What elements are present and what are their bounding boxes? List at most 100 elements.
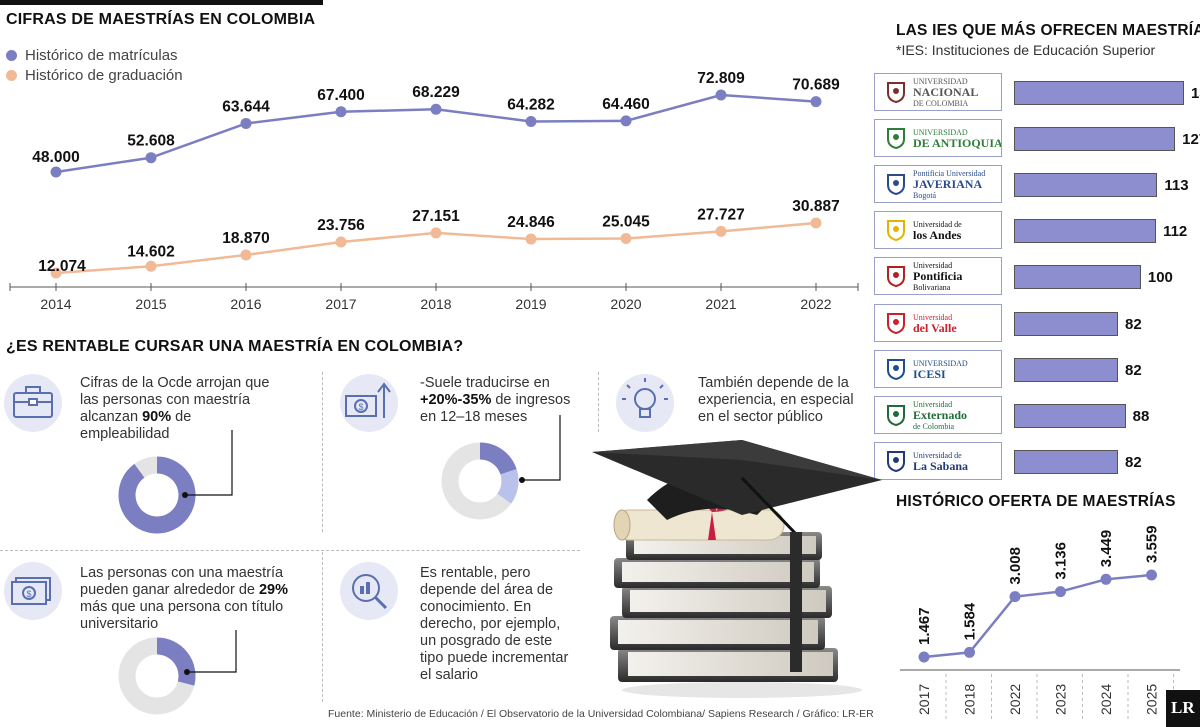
money-growth-icon: $	[340, 374, 398, 432]
rentable-text-4: Las personas con una maestría pueden gan…	[80, 565, 289, 632]
svg-text:$: $	[26, 589, 31, 599]
university-crest-icon	[887, 174, 905, 195]
data-label: 30.887	[792, 198, 839, 215]
data-point	[430, 103, 442, 115]
university-crest-icon	[887, 220, 905, 241]
data-point	[715, 225, 727, 237]
logo-line-1: Universidad de	[913, 451, 962, 460]
university-crest-icon	[887, 266, 905, 287]
data-label: 70.689	[792, 77, 840, 94]
x-tick-label: 2014	[40, 296, 71, 312]
graduation-cap	[592, 440, 882, 672]
data-point	[335, 106, 347, 118]
offer-data-label: 3.008	[1007, 547, 1024, 585]
logo-line-3: Bolivariana	[913, 282, 951, 292]
university-crest-icon	[887, 405, 905, 426]
rentable-text-1: Cifras de la Ocde arrojan que las person…	[80, 375, 270, 442]
offer-data-label: 1.467	[916, 607, 933, 645]
data-label: 27.727	[697, 206, 744, 223]
university-logo: Universidad de La Sabana	[874, 442, 1002, 480]
logo-line-1: Universidad de	[913, 220, 962, 229]
logo-line-3: Bogotá	[913, 190, 937, 200]
data-label: 67.400	[317, 87, 364, 104]
data-point	[145, 152, 157, 164]
university-crest-icon	[887, 313, 905, 334]
brand-logo: LR	[1166, 690, 1200, 727]
book-stack	[610, 532, 838, 682]
data-label: 63.644	[222, 98, 270, 115]
donut-1-leader-dot	[182, 492, 188, 498]
data-point	[620, 115, 632, 127]
ies-bar	[1014, 404, 1126, 428]
ies-bar	[1014, 219, 1157, 243]
university-crest-icon	[887, 451, 905, 472]
x-tick-label: 2018	[420, 296, 451, 312]
rentable-title: ¿ES RENTABLE CURSAR UNA MAESTRÍA EN COLO…	[6, 338, 464, 355]
logo-line-1: Universidad	[913, 260, 953, 270]
magnifier-chart-icon	[340, 562, 398, 620]
university-logo: Pontificia Universidad JAVERIANA Bogotá	[874, 165, 1002, 203]
offer-x-tick-label: 2018	[962, 684, 978, 715]
university-crest-icon	[887, 82, 905, 103]
donut-charts	[118, 415, 561, 715]
offer-data-label: 3.449	[1098, 530, 1115, 568]
logo-line-2: Pontificia	[913, 268, 963, 283]
university-logo: UNIVERSIDAD NACIONAL DE COLOMBIA	[874, 73, 1002, 111]
rentable-text-5: Es rentable, pero depende del área de co…	[420, 565, 569, 683]
ies-bar	[1014, 312, 1119, 336]
legend-enrollment: Histórico de matrículas	[6, 47, 178, 64]
x-tick-label: 2015	[135, 296, 166, 312]
university-logo: Universidad del Valle	[874, 304, 1002, 342]
data-point	[240, 117, 252, 129]
offer-data-point	[1009, 591, 1021, 603]
logo-line-1: Universidad	[913, 399, 953, 409]
offer-x-tick-label: 2025	[1144, 684, 1160, 715]
data-point	[335, 236, 347, 248]
data-point	[715, 89, 727, 101]
x-tick-label: 2016	[230, 296, 261, 312]
ies-bar	[1014, 265, 1141, 289]
divider-h1	[0, 550, 580, 551]
data-point	[50, 267, 62, 279]
data-label: 25.045	[602, 214, 650, 231]
logo-line-1: UNIVERSIDAD	[913, 76, 968, 86]
data-point	[430, 227, 442, 239]
data-label: 64.460	[602, 96, 649, 113]
university-logo: Universidad Externado de Colombia	[874, 396, 1002, 434]
university-logo: Universidad de los Andes	[874, 211, 1002, 249]
logo-line-1: UNIVERSIDAD	[913, 359, 968, 368]
data-label: 23.756	[317, 217, 365, 234]
donut-2-leader	[520, 415, 561, 481]
legend-label-enrollment: Histórico de matrículas	[25, 47, 178, 64]
data-label: 72.809	[697, 70, 745, 87]
data-point	[810, 217, 822, 229]
divider-v2	[598, 372, 599, 432]
svg-text:$: $	[358, 402, 363, 412]
logo-line-2: JAVERIANA	[913, 176, 983, 191]
ies-row: Universidad de los Andes 112	[874, 211, 1200, 251]
divider-v3	[322, 552, 323, 702]
data-point	[810, 96, 822, 108]
offer-data-point	[918, 651, 930, 663]
rentable-text-3: También depende de la experiencia, en es…	[698, 375, 854, 425]
logo-line-3: de Colombia	[913, 421, 955, 431]
x-tick-label: 2020	[610, 296, 641, 312]
ies-bar	[1014, 450, 1119, 474]
logo-line-2: La Sabana	[913, 459, 969, 473]
ies-row: Universidad del Valle 82	[874, 304, 1200, 344]
donut-2-leader-dot	[519, 477, 525, 483]
books-graduation-cap-illustration	[592, 440, 882, 698]
ies-value: 127	[1182, 131, 1200, 148]
lightbulb-icon	[616, 374, 674, 432]
university-logo: UNIVERSIDAD DE ANTIOQUIA	[874, 119, 1002, 157]
ies-value: 82	[1125, 454, 1142, 471]
logo-line-2: DE ANTIOQUIA	[913, 136, 1002, 150]
data-label: 68.229	[412, 84, 460, 101]
university-crest-icon	[887, 128, 905, 149]
ies-bar	[1014, 127, 1176, 151]
logo-line-1: Pontificia Universidad	[913, 168, 986, 178]
ies-value: 113	[1164, 177, 1189, 194]
data-point	[620, 233, 632, 245]
x-tick-label: 2022	[800, 296, 831, 312]
donut-income-segment	[497, 469, 519, 504]
